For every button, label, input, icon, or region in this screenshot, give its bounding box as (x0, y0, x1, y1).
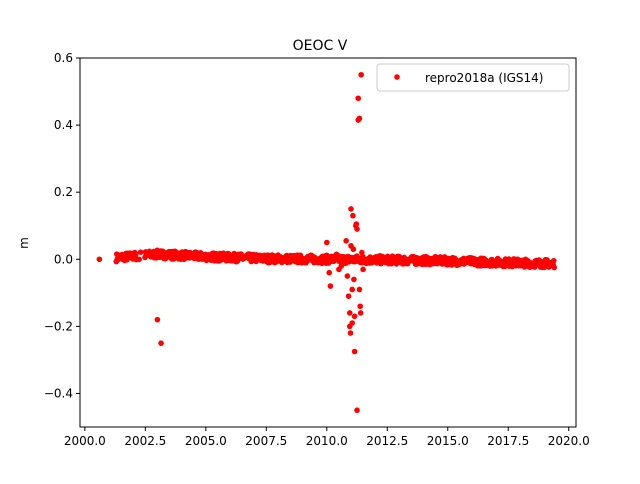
data-point-outlier (356, 286, 363, 293)
data-point-outlier (357, 303, 363, 310)
x-tick-label: 2015.0 (427, 434, 469, 448)
x-tick-label: 2017.5 (487, 434, 529, 448)
y-tick-label: 0.6 (54, 51, 73, 65)
data-point-outlier (349, 320, 356, 326)
data-point-outlier (154, 316, 161, 323)
legend: repro2018a (IGS14) (376, 63, 570, 92)
y-tick-label: −0.4 (44, 386, 73, 400)
data-point-outlier (96, 256, 103, 263)
data-point-outlier (158, 340, 164, 346)
data-point (137, 249, 144, 255)
x-tick-label: 2000.0 (64, 434, 106, 448)
data-point (506, 256, 512, 262)
data-point-outlier (351, 313, 358, 320)
data-point-outlier (351, 276, 357, 283)
y-tick-label: −0.2 (44, 319, 73, 333)
data-point (551, 264, 558, 271)
x-tick-label: 2010.0 (306, 434, 348, 448)
data-point-outlier (338, 263, 345, 269)
x-tick-label: 2005.0 (185, 434, 227, 448)
x-tick-label: 2002.5 (124, 434, 166, 448)
data-point-outlier (333, 251, 340, 258)
data-point-outlier (353, 221, 360, 227)
data-point (541, 264, 548, 270)
data-point (136, 256, 142, 263)
legend-marker (394, 74, 400, 80)
data-point (231, 250, 237, 257)
y-axis-label: m (17, 237, 31, 249)
data-point-outlier (348, 206, 354, 212)
data-point-outlier (350, 212, 356, 219)
data-point-outlier (323, 239, 330, 246)
data-point (132, 251, 139, 257)
data-point-outlier (350, 246, 357, 253)
plot-frame (79, 57, 577, 428)
data-point-outlier (349, 286, 356, 293)
data-point-outlier (359, 249, 365, 256)
data-point-outlier (351, 348, 358, 355)
data-point-outlier (356, 115, 363, 122)
data-point-outlier (360, 266, 366, 273)
data-point-outlier (343, 238, 349, 244)
data-point (531, 264, 538, 270)
x-tick-label: 2012.5 (366, 434, 408, 448)
data-point-outlier (355, 95, 362, 102)
data-point-outlier (354, 226, 360, 232)
y-tick-label: 0.4 (54, 118, 73, 132)
data-point-outlier (346, 310, 353, 316)
legend-box (376, 63, 570, 92)
y-axis: −0.4 −0.2 0.0 0.2 0.4 0.6 (44, 51, 80, 400)
x-tick-label: 2007.5 (245, 434, 287, 448)
data-point-outlier (326, 269, 333, 276)
data-point (550, 257, 557, 264)
data-point-outlier (347, 330, 354, 336)
data-point-outlier (357, 310, 364, 316)
data-points (96, 71, 558, 414)
data-point-outlier (327, 283, 334, 289)
data-point-outlier (344, 273, 351, 279)
chart-title: OEOC V (293, 38, 348, 54)
data-point-outlier (345, 293, 352, 299)
data-point-outlier (358, 71, 364, 78)
data-point-outlier (354, 407, 360, 414)
y-tick-label: 0.0 (54, 252, 73, 266)
y-tick-label: 0.2 (54, 185, 73, 199)
legend-label: repro2018a (IGS14) (425, 71, 543, 85)
x-tick-label: 2020.0 (548, 434, 590, 448)
x-axis: 2000.0 2002.5 2005.0 2007.5 2010.0 2012.5 2015… (64, 427, 590, 448)
